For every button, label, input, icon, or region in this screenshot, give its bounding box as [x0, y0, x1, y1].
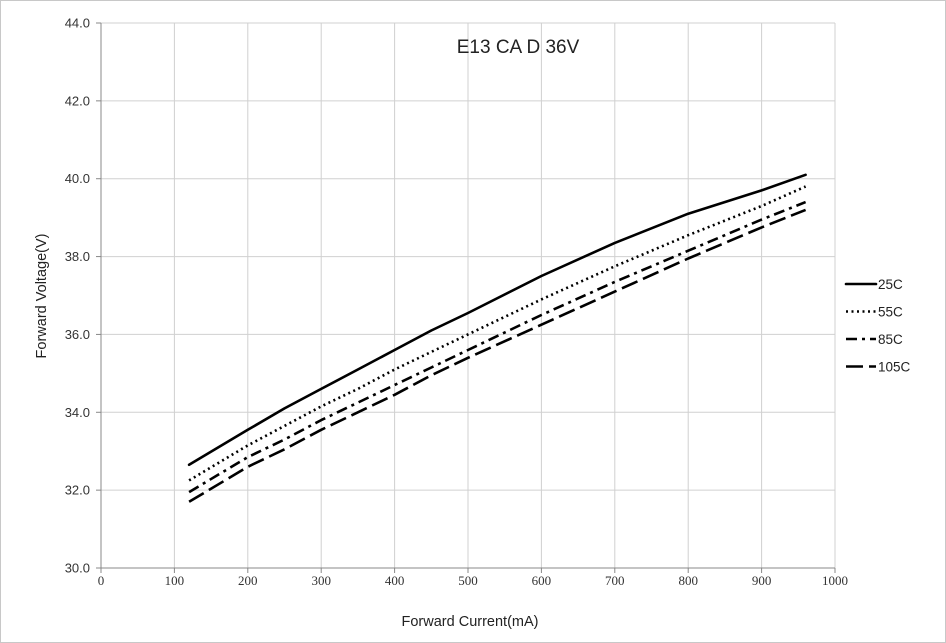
x-tick-label: 1000	[822, 573, 848, 588]
y-tick-label: 42.0	[65, 93, 90, 108]
series-line-55c	[188, 185, 807, 482]
y-tick-label: 40.0	[65, 171, 90, 186]
gridlines	[101, 22, 836, 568]
y-tick-label: 30.0	[65, 561, 90, 576]
x-tick-label: 700	[605, 573, 625, 588]
series-line-25c	[187, 173, 807, 467]
x-tick-label: 400	[385, 573, 405, 588]
y-tick-label: 38.0	[65, 249, 90, 264]
series-line-105c	[188, 208, 807, 503]
x-tick-label: 800	[678, 573, 698, 588]
legend-label: 105C	[878, 360, 911, 375]
x-tick-label: 600	[532, 573, 552, 588]
chart-title: E13 CA D 36V	[457, 37, 580, 58]
legend: 25C 55C 85C 105C	[844, 277, 911, 375]
series-line-85c	[188, 200, 807, 494]
legend-label: 85C	[878, 332, 903, 347]
y-tick-label: 36.0	[65, 327, 90, 342]
x-tick-labels: 0 100 200 300 400 500 600 700 800 900 1000	[98, 573, 848, 588]
legend-label: 25C	[878, 277, 903, 292]
y-tick-label: 44.0	[65, 16, 90, 31]
x-tick-label: 100	[165, 573, 185, 588]
x-tick-label: 0	[98, 573, 105, 588]
legend-label: 55C	[878, 305, 903, 320]
y-tick-labels: 30.0 32.0 34.0 36.0 38.0 40.0 42.0 44.0	[65, 16, 90, 576]
x-tick-label: 300	[311, 573, 331, 588]
axes	[96, 22, 836, 573]
x-tick-label: 200	[238, 573, 258, 588]
x-tick-label: 500	[458, 573, 478, 588]
series-lines	[187, 173, 807, 503]
y-tick-label: 34.0	[65, 405, 90, 420]
y-tick-label: 32.0	[65, 483, 90, 498]
y-axis-title: Forward Voltage(V)	[34, 234, 50, 359]
x-tick-label: 900	[752, 573, 772, 588]
x-axis-title: Forward Current(mA)	[402, 614, 539, 630]
